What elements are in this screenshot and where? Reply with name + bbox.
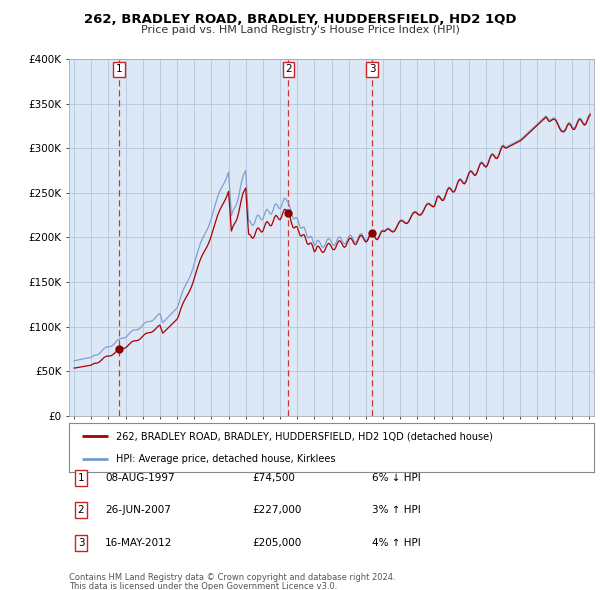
- Text: 6% ↓ HPI: 6% ↓ HPI: [372, 473, 421, 483]
- Text: £74,500: £74,500: [252, 473, 295, 483]
- Text: £227,000: £227,000: [252, 506, 301, 515]
- Text: Price paid vs. HM Land Registry's House Price Index (HPI): Price paid vs. HM Land Registry's House …: [140, 25, 460, 35]
- Text: HPI: Average price, detached house, Kirklees: HPI: Average price, detached house, Kirk…: [116, 454, 336, 464]
- Text: 4% ↑ HPI: 4% ↑ HPI: [372, 538, 421, 548]
- Text: 3% ↑ HPI: 3% ↑ HPI: [372, 506, 421, 515]
- Text: 3: 3: [77, 538, 85, 548]
- Text: 26-JUN-2007: 26-JUN-2007: [105, 506, 171, 515]
- Text: 262, BRADLEY ROAD, BRADLEY, HUDDERSFIELD, HD2 1QD: 262, BRADLEY ROAD, BRADLEY, HUDDERSFIELD…: [84, 13, 516, 26]
- Text: This data is licensed under the Open Government Licence v3.0.: This data is licensed under the Open Gov…: [69, 582, 337, 590]
- Text: 08-AUG-1997: 08-AUG-1997: [105, 473, 175, 483]
- Text: Contains HM Land Registry data © Crown copyright and database right 2024.: Contains HM Land Registry data © Crown c…: [69, 573, 395, 582]
- Text: 1: 1: [115, 64, 122, 74]
- Text: £205,000: £205,000: [252, 538, 301, 548]
- Text: 3: 3: [369, 64, 376, 74]
- Text: 2: 2: [285, 64, 292, 74]
- Text: 2: 2: [77, 506, 85, 515]
- Text: 1: 1: [77, 473, 85, 483]
- Text: 262, BRADLEY ROAD, BRADLEY, HUDDERSFIELD, HD2 1QD (detached house): 262, BRADLEY ROAD, BRADLEY, HUDDERSFIELD…: [116, 431, 493, 441]
- Text: 16-MAY-2012: 16-MAY-2012: [105, 538, 172, 548]
